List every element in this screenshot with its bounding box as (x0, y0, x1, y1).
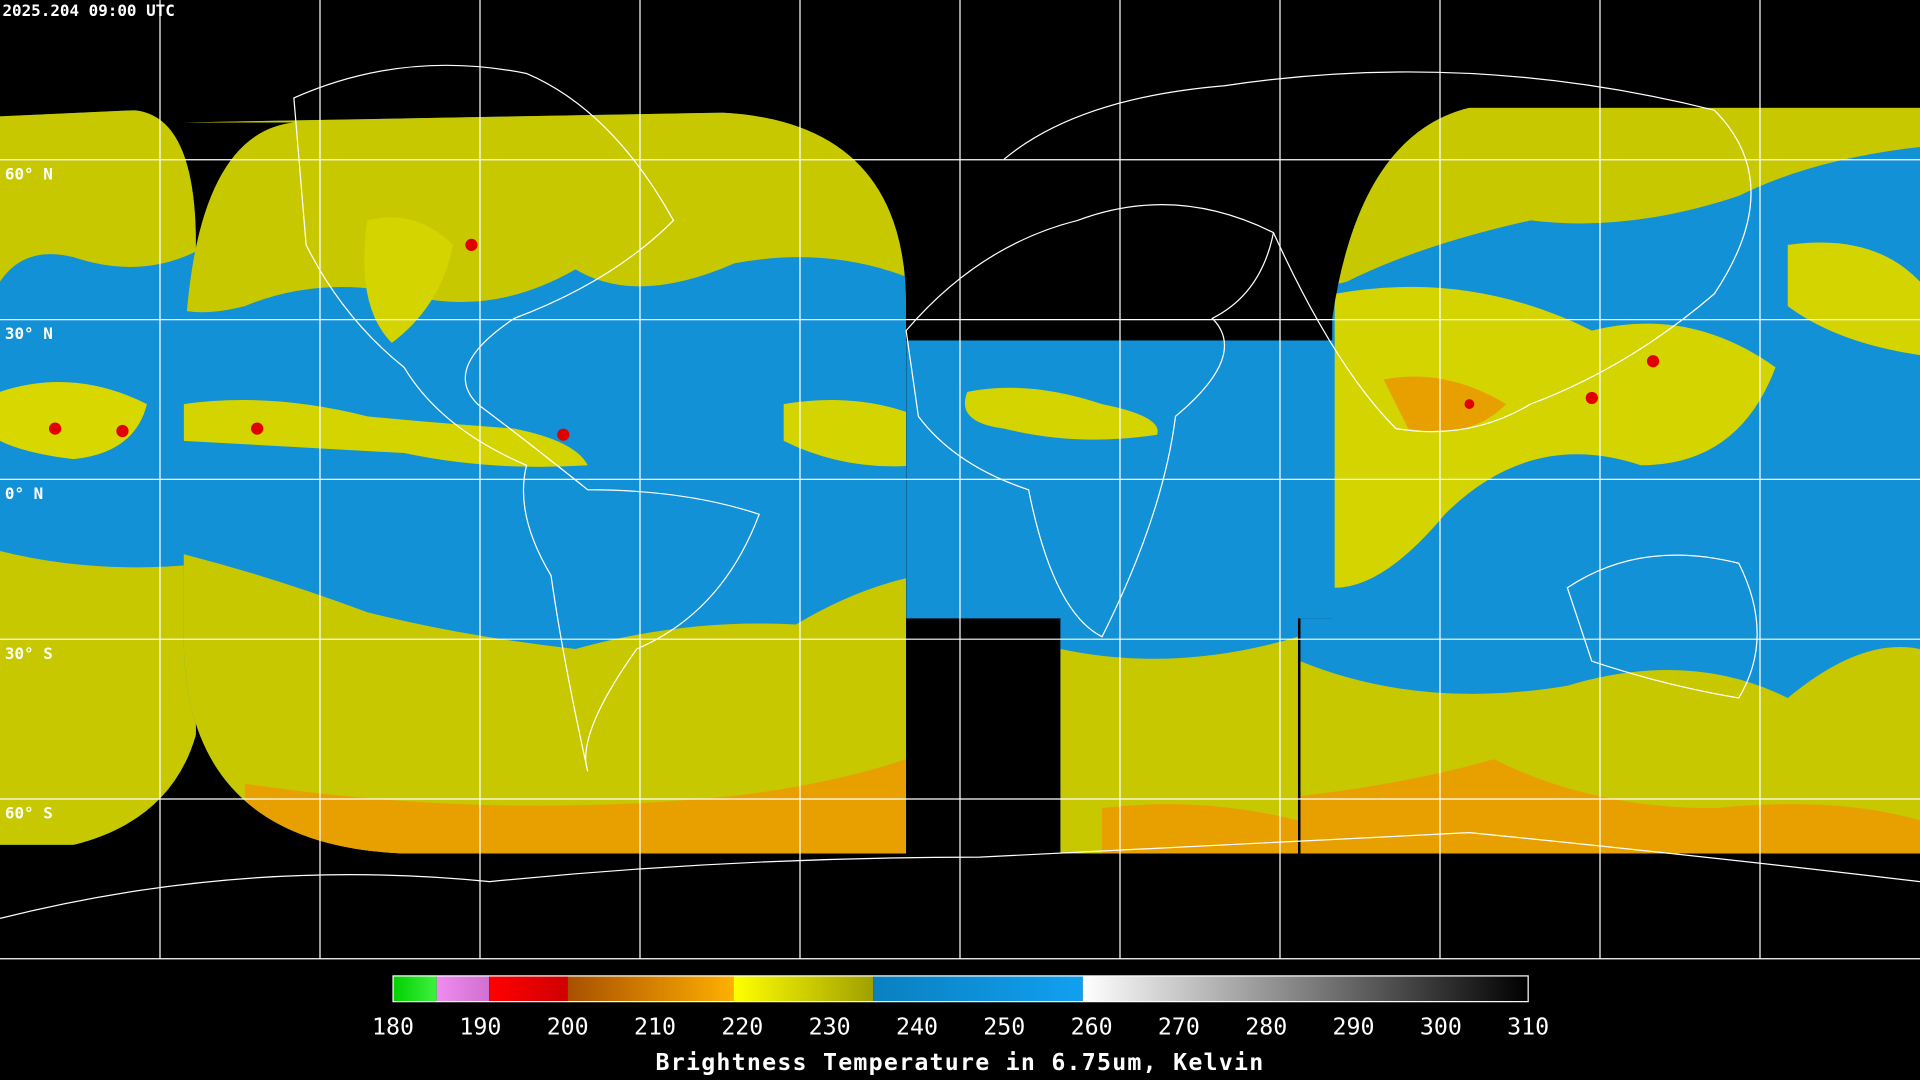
colorbar-tick-label: 260 (1071, 1014, 1113, 1041)
colorbar-tick-label: 290 (1333, 1014, 1375, 1041)
disk-asia (1300, 107, 1920, 854)
colorbar-tick-label: 300 (1420, 1014, 1462, 1041)
disk-americas (183, 112, 907, 854)
colorbar-segment (733, 975, 874, 1002)
colorbar-segment (1082, 975, 1529, 1002)
colorbar-tick-label: 280 (1245, 1014, 1287, 1041)
colorbar-tick-label: 270 (1158, 1014, 1200, 1041)
colorbar: 180 190 200 210 220 230 240 250 260 270 280 290 300 3… (372, 975, 1549, 1041)
colorbar-tick-label: 240 (896, 1014, 938, 1041)
colorbar-segment (489, 975, 568, 1002)
coastlines (0, 64, 1920, 919)
colorbar-segment (567, 975, 734, 1002)
colorbar-label: Brightness Temperature in 6.75um, Kelvin (656, 1049, 1265, 1076)
colorbar-segment (436, 975, 490, 1002)
latitude-label: 30° N (5, 324, 53, 343)
colorbar-tick-label: 210 (634, 1014, 676, 1041)
latitude-label: 60° S (5, 804, 53, 823)
colorbar-frame (392, 975, 1529, 1003)
disk-africa (906, 340, 1335, 854)
graticule: 60° N 30° N 0° N 30° S 60° S (0, 0, 1920, 960)
latitude-label: 30° S (5, 644, 53, 663)
colorbar-tick-label: 190 (459, 1014, 501, 1041)
colorbar-tick-label: 230 (809, 1014, 851, 1041)
colorbar-tick-label: 180 (372, 1014, 414, 1041)
colorbar-tick-label: 310 (1507, 1014, 1549, 1041)
colorbar-segment (393, 975, 437, 1002)
disk-west-pacific (0, 110, 196, 845)
latitude-label: 60° N (5, 164, 53, 183)
colorbar-tick-label: 220 (721, 1014, 763, 1041)
latitude-label: 0° N (5, 484, 43, 503)
colorbar-tick-label: 250 (983, 1014, 1025, 1041)
colorbar-segment (873, 975, 1083, 1002)
colorbar-tick-label: 200 (547, 1014, 589, 1041)
timestamp: 2025.204 09:00 UTC (2, 1, 174, 20)
